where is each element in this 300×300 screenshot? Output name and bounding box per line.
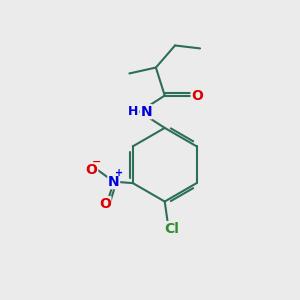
Text: O: O — [86, 163, 98, 177]
Text: H: H — [128, 105, 138, 118]
Text: O: O — [191, 88, 203, 103]
Text: Cl: Cl — [164, 222, 178, 236]
Text: O: O — [99, 197, 111, 211]
Text: +: + — [115, 168, 123, 178]
Text: N: N — [140, 105, 152, 119]
Text: N: N — [108, 175, 119, 189]
Text: −: − — [92, 157, 101, 166]
